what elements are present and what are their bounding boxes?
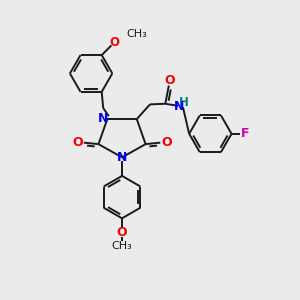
Text: O: O (109, 36, 119, 49)
Text: N: N (117, 152, 127, 164)
Text: F: F (241, 127, 249, 140)
Text: N: N (98, 112, 108, 125)
Text: O: O (164, 74, 175, 87)
Text: N: N (174, 100, 184, 113)
Text: H: H (179, 95, 189, 109)
Text: CH₃: CH₃ (126, 28, 147, 39)
Text: O: O (73, 136, 83, 149)
Text: O: O (161, 136, 172, 149)
Text: O: O (117, 226, 127, 239)
Text: CH₃: CH₃ (112, 241, 132, 251)
